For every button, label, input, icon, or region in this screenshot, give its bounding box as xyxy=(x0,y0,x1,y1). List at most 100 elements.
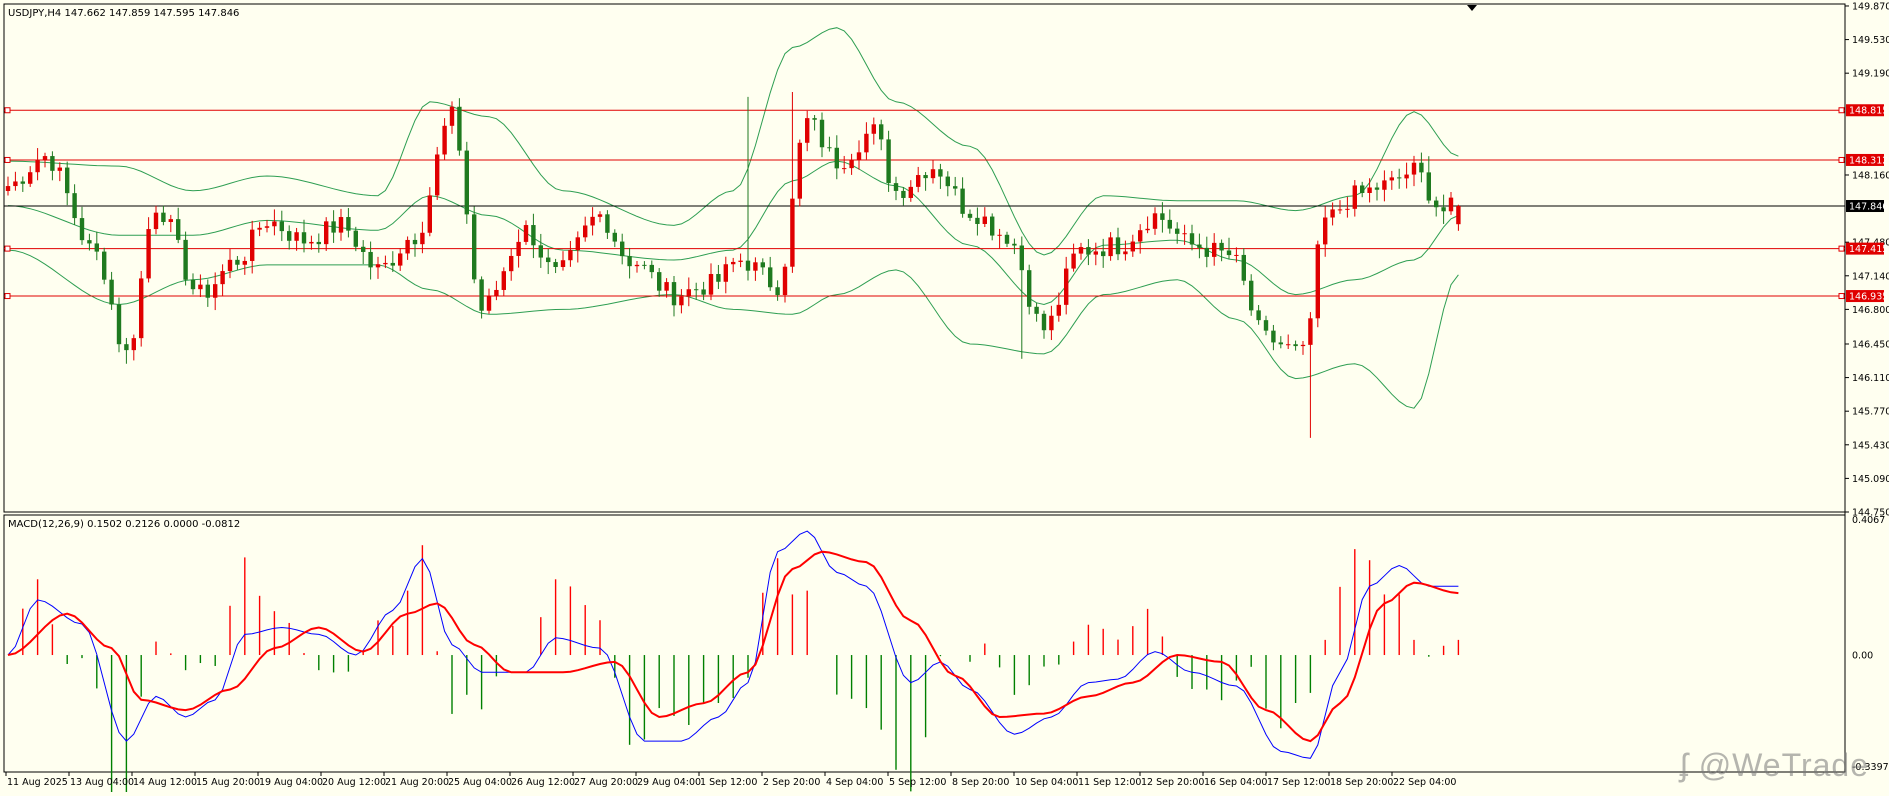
candle-body xyxy=(1367,187,1372,193)
candle xyxy=(1019,236,1024,359)
candle xyxy=(509,248,514,281)
candle-body xyxy=(575,237,580,251)
time-tick-label: 16 Sep 04:00 xyxy=(1204,777,1267,788)
candle xyxy=(731,257,736,273)
candle-body xyxy=(1108,237,1113,257)
candle-body xyxy=(294,232,299,241)
candle-body xyxy=(1448,197,1454,212)
candle-body xyxy=(590,216,595,226)
candle-body xyxy=(316,241,321,245)
candle-body xyxy=(871,124,876,134)
shift-marker-icon[interactable] xyxy=(1467,5,1477,11)
candle-body xyxy=(494,289,499,297)
candle-body xyxy=(79,218,85,241)
candle xyxy=(990,213,995,241)
candle xyxy=(1108,232,1113,261)
candle-body xyxy=(412,239,418,245)
level-handle-icon[interactable] xyxy=(1838,245,1845,252)
candle xyxy=(1078,242,1084,260)
horizontal-levels[interactable] xyxy=(4,107,1845,300)
candle xyxy=(620,233,625,265)
price-tick-label: 147.140 xyxy=(1852,271,1889,282)
candle xyxy=(671,276,677,317)
candle xyxy=(1249,274,1254,316)
candle-body xyxy=(1456,206,1461,225)
candle xyxy=(1456,204,1461,231)
time-tick-label: 26 Aug 12:00 xyxy=(511,777,575,788)
candle xyxy=(94,231,99,261)
candle xyxy=(1315,240,1320,328)
candle xyxy=(531,213,536,259)
candle-body xyxy=(879,124,884,140)
level-handle-icon[interactable] xyxy=(1838,293,1845,300)
candle-body xyxy=(1293,344,1298,347)
candle-body xyxy=(797,142,802,199)
macd-tick-label: 0.4067 xyxy=(1852,515,1885,526)
candle xyxy=(997,228,1002,249)
candle xyxy=(420,221,425,254)
candle-body xyxy=(1071,253,1076,269)
candle xyxy=(1337,200,1343,214)
candle xyxy=(324,217,329,251)
candle-body xyxy=(760,262,765,268)
candle-body xyxy=(1360,185,1365,193)
candle-body xyxy=(634,264,640,267)
candle xyxy=(1115,227,1121,261)
level-handle-icon[interactable] xyxy=(4,293,11,300)
candle xyxy=(457,98,462,156)
level-handle-icon[interactable] xyxy=(1838,156,1845,163)
macd-axis: 0.4067 0.00 -0.3397 xyxy=(1852,515,1889,773)
candle xyxy=(1241,248,1246,286)
candle xyxy=(849,153,854,175)
candle-body xyxy=(1027,270,1032,307)
candle xyxy=(790,91,795,273)
candle xyxy=(1204,236,1209,268)
macd-tick-label: 0.00 xyxy=(1852,651,1873,662)
candle xyxy=(1308,312,1313,438)
time-tick-label: 17 Sep 12:00 xyxy=(1267,777,1330,788)
candle-body xyxy=(65,167,70,194)
candle xyxy=(597,211,603,223)
current-price-label: 147.846 xyxy=(1849,202,1888,213)
level-handle-icon[interactable] xyxy=(1838,107,1845,114)
level-handle-icon[interactable] xyxy=(4,245,11,252)
candle xyxy=(775,280,780,301)
level-handle-icon[interactable] xyxy=(4,107,11,114)
candle-body xyxy=(901,190,906,198)
candle xyxy=(139,270,144,347)
candle-body xyxy=(790,198,795,267)
candle-body xyxy=(1226,250,1232,256)
candle xyxy=(79,206,85,245)
candle-body xyxy=(864,133,869,153)
candle xyxy=(864,122,869,160)
time-tick-label: 19 Aug 04:00 xyxy=(259,777,323,788)
candle xyxy=(679,289,684,314)
candle xyxy=(938,163,943,189)
candle-body xyxy=(94,243,99,252)
level-price-tag xyxy=(1846,153,1884,166)
level-price-label: 148.815 xyxy=(1849,106,1888,117)
candle-body xyxy=(893,183,899,191)
candle-body xyxy=(398,253,403,266)
candle-body xyxy=(479,279,484,311)
candle xyxy=(716,264,721,290)
bollinger-lower-line xyxy=(7,249,1459,409)
candle-body xyxy=(509,255,514,272)
candle-body xyxy=(1278,342,1283,345)
candle-body xyxy=(501,271,506,290)
candle-body xyxy=(1086,247,1091,255)
candle xyxy=(183,231,188,286)
candle-body xyxy=(723,264,728,282)
candle-body xyxy=(1123,251,1128,255)
time-tick-label: 13 Aug 04:00 xyxy=(70,777,134,788)
price-tick-label: 146.800 xyxy=(1852,305,1889,316)
level-handle-icon[interactable] xyxy=(4,156,11,163)
candle xyxy=(590,207,595,236)
candle xyxy=(1263,315,1269,336)
time-tick-label: 5 Sep 12:00 xyxy=(889,777,946,788)
candle xyxy=(301,219,307,253)
candle xyxy=(657,268,662,297)
candle-body xyxy=(553,262,558,268)
time-tick-label: 11 Sep 12:00 xyxy=(1078,777,1141,788)
candle-body xyxy=(708,274,714,295)
